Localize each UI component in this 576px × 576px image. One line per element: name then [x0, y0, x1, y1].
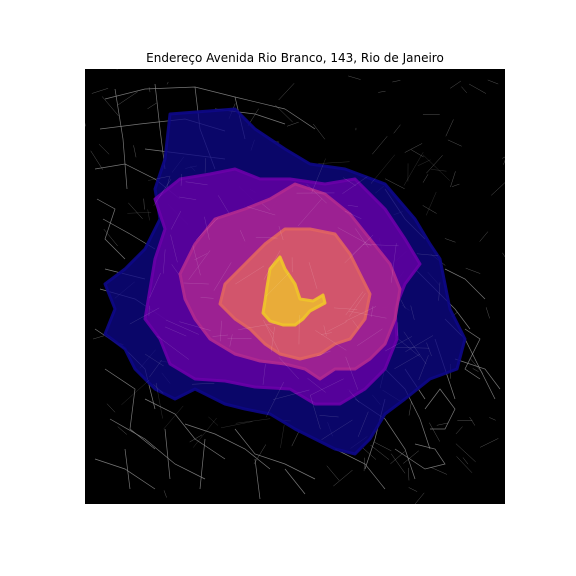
isochrone-layers — [103, 107, 467, 456]
map-svg — [85, 69, 505, 504]
map-title: Endereço Avenida Rio Branco, 143, Rio de… — [146, 51, 444, 65]
street-network-overlay — [121, 152, 450, 448]
map-canvas[interactable] — [85, 69, 505, 504]
isochrone-innermost — [261, 255, 327, 327]
street-network — [85, 69, 505, 504]
